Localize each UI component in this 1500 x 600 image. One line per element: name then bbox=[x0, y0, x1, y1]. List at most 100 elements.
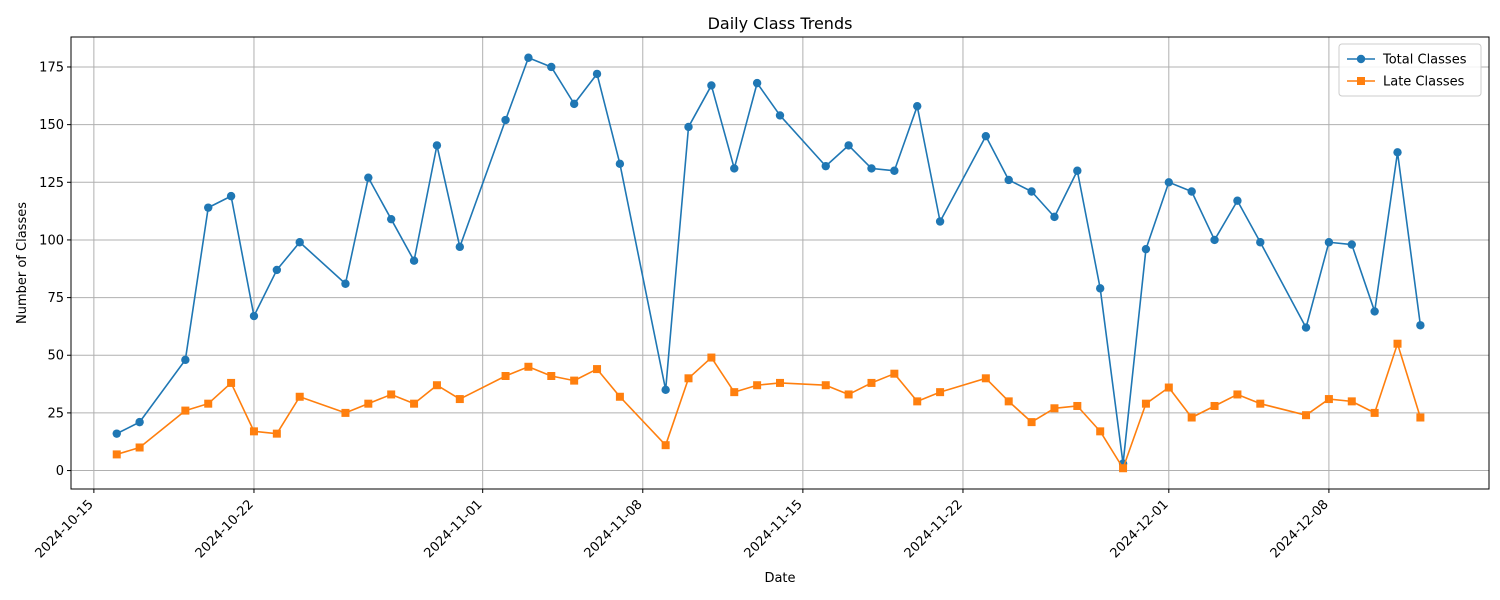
data-point bbox=[295, 238, 304, 247]
data-point bbox=[227, 378, 236, 387]
data-point bbox=[1210, 235, 1219, 245]
data-point bbox=[1141, 244, 1151, 254]
series-line bbox=[116, 342, 1422, 470]
data-point bbox=[501, 115, 510, 125]
legend-marker bbox=[1357, 77, 1365, 85]
data-point bbox=[1393, 339, 1402, 348]
data-point bbox=[1301, 323, 1311, 332]
data-point bbox=[913, 101, 922, 111]
data-point bbox=[1004, 397, 1013, 406]
chart-title: Daily Class Trends bbox=[708, 14, 853, 33]
data-point bbox=[341, 279, 350, 288]
series-late-classes bbox=[112, 339, 1425, 473]
data-point bbox=[1416, 413, 1425, 422]
data-point bbox=[821, 381, 830, 390]
x-tick-label: 2024-11-22 bbox=[902, 497, 966, 561]
data-point bbox=[684, 122, 693, 132]
data-point bbox=[867, 164, 876, 173]
data-point bbox=[936, 388, 945, 397]
data-point bbox=[341, 408, 350, 417]
legend-entry: Total Classes bbox=[1347, 53, 1467, 68]
data-point bbox=[1347, 240, 1356, 249]
data-point bbox=[1187, 187, 1196, 196]
data-point bbox=[707, 353, 716, 362]
data-point bbox=[1256, 238, 1265, 247]
y-tick-label: 175 bbox=[39, 60, 64, 75]
data-point bbox=[1256, 399, 1265, 408]
y-tick-label: 150 bbox=[39, 118, 64, 133]
x-tick-label: 2024-11-08 bbox=[582, 497, 646, 561]
data-point bbox=[410, 399, 419, 408]
x-tick-label: 2024-12-08 bbox=[1268, 497, 1332, 561]
legend-label: Total Classes bbox=[1382, 53, 1467, 68]
data-point bbox=[615, 159, 625, 169]
data-point bbox=[661, 441, 670, 450]
data-point bbox=[1210, 401, 1219, 410]
data-point bbox=[1073, 401, 1082, 410]
data-point bbox=[409, 256, 419, 265]
data-point bbox=[1119, 464, 1128, 473]
data-point bbox=[1370, 408, 1379, 417]
y-tick-label: 50 bbox=[47, 349, 64, 364]
data-point bbox=[386, 214, 396, 224]
grid bbox=[71, 37, 1489, 489]
data-point bbox=[935, 217, 945, 226]
y-axis-title: Number of Classes bbox=[15, 202, 30, 324]
legend: Total Classes Late Classes bbox=[1338, 43, 1482, 97]
data-point bbox=[592, 69, 602, 79]
x-tick-label: 2024-11-15 bbox=[742, 497, 806, 561]
x-tick-label: 2024-10-22 bbox=[193, 497, 257, 561]
y-tick-label: 25 bbox=[47, 406, 64, 421]
data-point bbox=[1302, 411, 1311, 420]
series-layer bbox=[112, 53, 1425, 473]
data-point bbox=[752, 78, 762, 88]
data-point bbox=[890, 166, 899, 175]
data-point bbox=[775, 111, 785, 120]
data-point bbox=[570, 376, 579, 385]
data-point bbox=[1393, 148, 1402, 157]
y-tick-label: 125 bbox=[39, 176, 64, 191]
data-point bbox=[364, 399, 373, 408]
data-point bbox=[867, 378, 876, 387]
data-point bbox=[455, 395, 464, 404]
data-point bbox=[1164, 383, 1173, 392]
data-point bbox=[455, 242, 465, 252]
legend-marker bbox=[1356, 54, 1366, 64]
data-point bbox=[821, 161, 830, 171]
data-point bbox=[1073, 166, 1082, 175]
data-point bbox=[547, 372, 556, 380]
y-tick-label: 0 bbox=[56, 464, 64, 479]
legend-entry: Late Classes bbox=[1347, 75, 1465, 90]
data-point bbox=[844, 141, 853, 150]
data-point bbox=[135, 443, 144, 452]
data-point bbox=[181, 355, 190, 365]
data-point bbox=[1324, 395, 1333, 404]
data-point bbox=[890, 369, 899, 378]
data-point bbox=[204, 203, 213, 212]
data-point bbox=[135, 417, 144, 427]
data-point bbox=[1347, 397, 1356, 406]
data-point bbox=[1370, 307, 1379, 316]
data-point bbox=[249, 427, 258, 436]
axis-ticks: 0 25 50 75 100 125 150 175 2024-10-15 2024-10-22 2… bbox=[33, 60, 1332, 561]
data-point bbox=[1141, 399, 1150, 408]
data-point bbox=[593, 365, 602, 374]
data-point bbox=[1027, 418, 1036, 427]
data-point bbox=[844, 390, 853, 399]
data-point bbox=[432, 381, 441, 390]
data-point bbox=[204, 399, 213, 408]
data-point bbox=[776, 378, 784, 387]
data-point bbox=[181, 406, 190, 415]
data-point bbox=[981, 131, 991, 141]
legend-box bbox=[1338, 43, 1482, 97]
y-tick-label: 75 bbox=[47, 291, 64, 306]
data-point bbox=[547, 62, 556, 72]
data-point bbox=[226, 191, 236, 201]
x-tick-label: 2024-10-15 bbox=[33, 497, 97, 561]
legend-label: Late Classes bbox=[1383, 75, 1465, 90]
data-point bbox=[501, 372, 510, 380]
y-tick-label: 100 bbox=[39, 233, 64, 248]
data-point bbox=[753, 381, 762, 390]
